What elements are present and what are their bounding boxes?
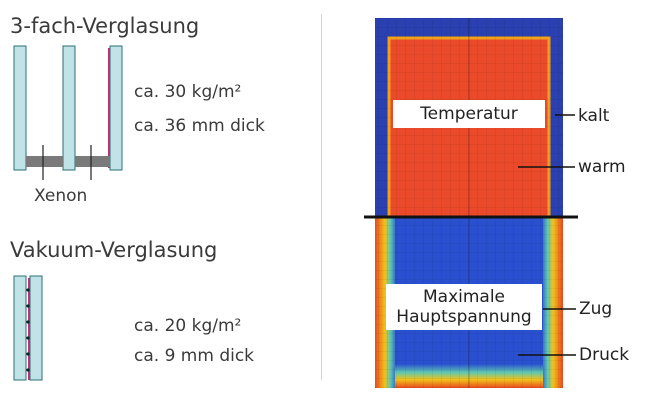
- temperature-label: Temperatur: [393, 100, 545, 128]
- glass-pane: [62, 45, 76, 171]
- triple-glazing-illustration: [13, 45, 123, 180]
- triple-thickness: ca. 36 mm dick: [134, 116, 265, 136]
- callout-warm: warm: [578, 157, 626, 177]
- support-pillar: [26, 320, 30, 324]
- support-pillar: [26, 336, 30, 340]
- triple-glazing-title: 3-fach-Verglasung: [10, 14, 200, 38]
- glass-pane: [13, 45, 27, 171]
- vacuum-glazing-title: Vakuum-Verglasung: [10, 238, 218, 262]
- support-pillar: [26, 368, 30, 372]
- stress-label-line1: Maximale: [422, 287, 506, 307]
- vacuum-weight: ca. 20 kg/m²: [134, 316, 242, 336]
- callout-kalt: kalt: [578, 106, 610, 126]
- support-pillar: [26, 304, 30, 308]
- gas-label: Xenon: [34, 186, 88, 206]
- glass-pane: [13, 275, 27, 381]
- glass-pane: [109, 45, 123, 171]
- spacer: [26, 156, 63, 167]
- callout-druck: Druck: [579, 345, 630, 365]
- support-pillar: [26, 352, 30, 356]
- max-principal-stress-label: Maximale Hauptspannung: [386, 284, 542, 330]
- callout-zug: Zug: [579, 299, 613, 319]
- vacuum-glazing-illustration: [13, 275, 43, 381]
- spacer: [75, 156, 110, 167]
- panel-divider: [321, 14, 322, 380]
- glass-pane: [29, 275, 43, 381]
- stress-label-line2: Hauptspannung: [396, 307, 532, 327]
- vacuum-thickness: ca. 9 mm dick: [134, 346, 255, 366]
- triple-weight: ca. 30 kg/m²: [134, 82, 242, 102]
- support-pillar: [26, 288, 30, 292]
